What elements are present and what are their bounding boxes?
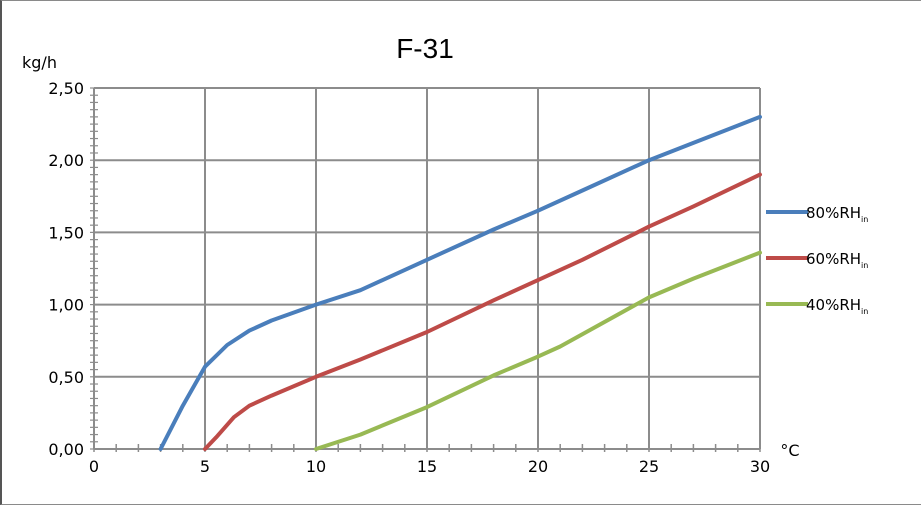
y-tick-label: 2,00 (48, 151, 84, 170)
series-line-0 (158, 114, 762, 451)
series-line-2 (314, 250, 762, 451)
x-tick-label: 15 (417, 457, 437, 476)
series-line-1 (203, 172, 762, 451)
legend-label-1: 60%RHin (806, 250, 868, 270)
y-tick-label: 0,50 (48, 368, 84, 387)
legend: 80%RHin 60%RHin 40%RHin (766, 204, 868, 316)
y-tick-label: 0,00 (48, 440, 84, 459)
x-tick-label: 20 (528, 457, 548, 476)
x-tick-label: 0 (89, 457, 99, 476)
x-tick-label: 30 (750, 457, 770, 476)
y-tick-label: 1,00 (48, 296, 84, 315)
legend-label-0: 80%RHin (806, 204, 868, 224)
series-layer (158, 114, 762, 451)
y-tick-label: 1,50 (48, 223, 84, 242)
y-tick-label: 2,50 (48, 79, 84, 98)
chart-title: F-31 (396, 33, 454, 64)
x-tick-label: 5 (200, 457, 210, 476)
y-axis-label: kg/h (22, 53, 57, 72)
x-axis-label: °C (780, 441, 799, 460)
x-tick-label: 10 (306, 457, 326, 476)
grid: 0 5 10 15 20 25 30 0,00 0,50 1,00 1,50 2,00 2,50 (48, 79, 770, 476)
legend-label-2: 40%RHin (806, 296, 868, 316)
x-tick-label: 25 (639, 457, 659, 476)
